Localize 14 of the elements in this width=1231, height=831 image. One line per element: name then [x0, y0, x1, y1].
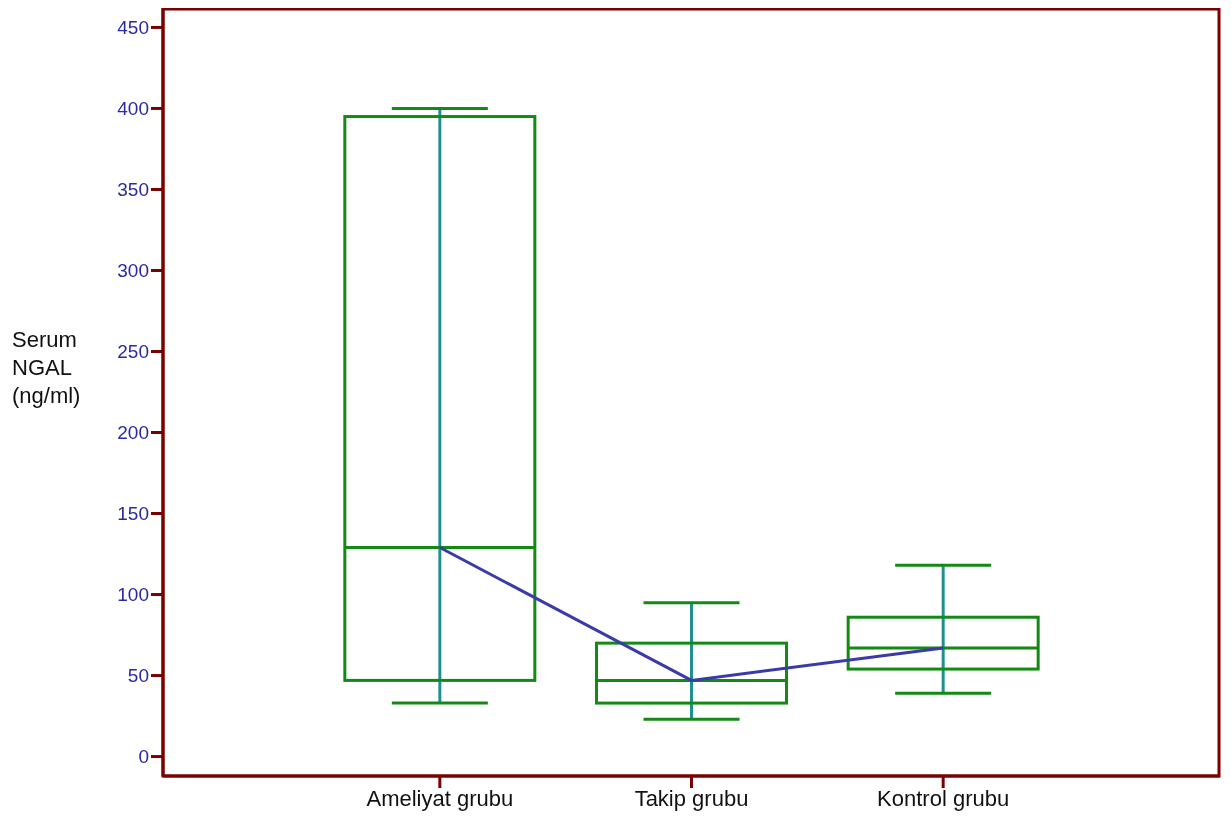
x-tick-label: Takip grubu [634, 785, 749, 811]
y-tick-label: 450 [117, 17, 149, 39]
y-tick-label: 200 [117, 422, 149, 444]
y-tick-label: 0 [138, 746, 149, 768]
y-tick-label: 100 [117, 584, 149, 606]
y-tick-label: 250 [117, 341, 149, 363]
x-tick-label: Ameliyat grubu [366, 785, 514, 811]
y-tick-label: 50 [127, 665, 149, 687]
y-axis-title: Serum NGAL (ng/ml) [12, 327, 81, 408]
y-tick-label: 400 [117, 98, 149, 120]
y-tick-label: 150 [117, 503, 149, 525]
x-tick-label: Kontrol grubu [877, 785, 1010, 811]
y-tick-label: 300 [117, 260, 149, 282]
y-tick-label: 350 [117, 179, 149, 201]
